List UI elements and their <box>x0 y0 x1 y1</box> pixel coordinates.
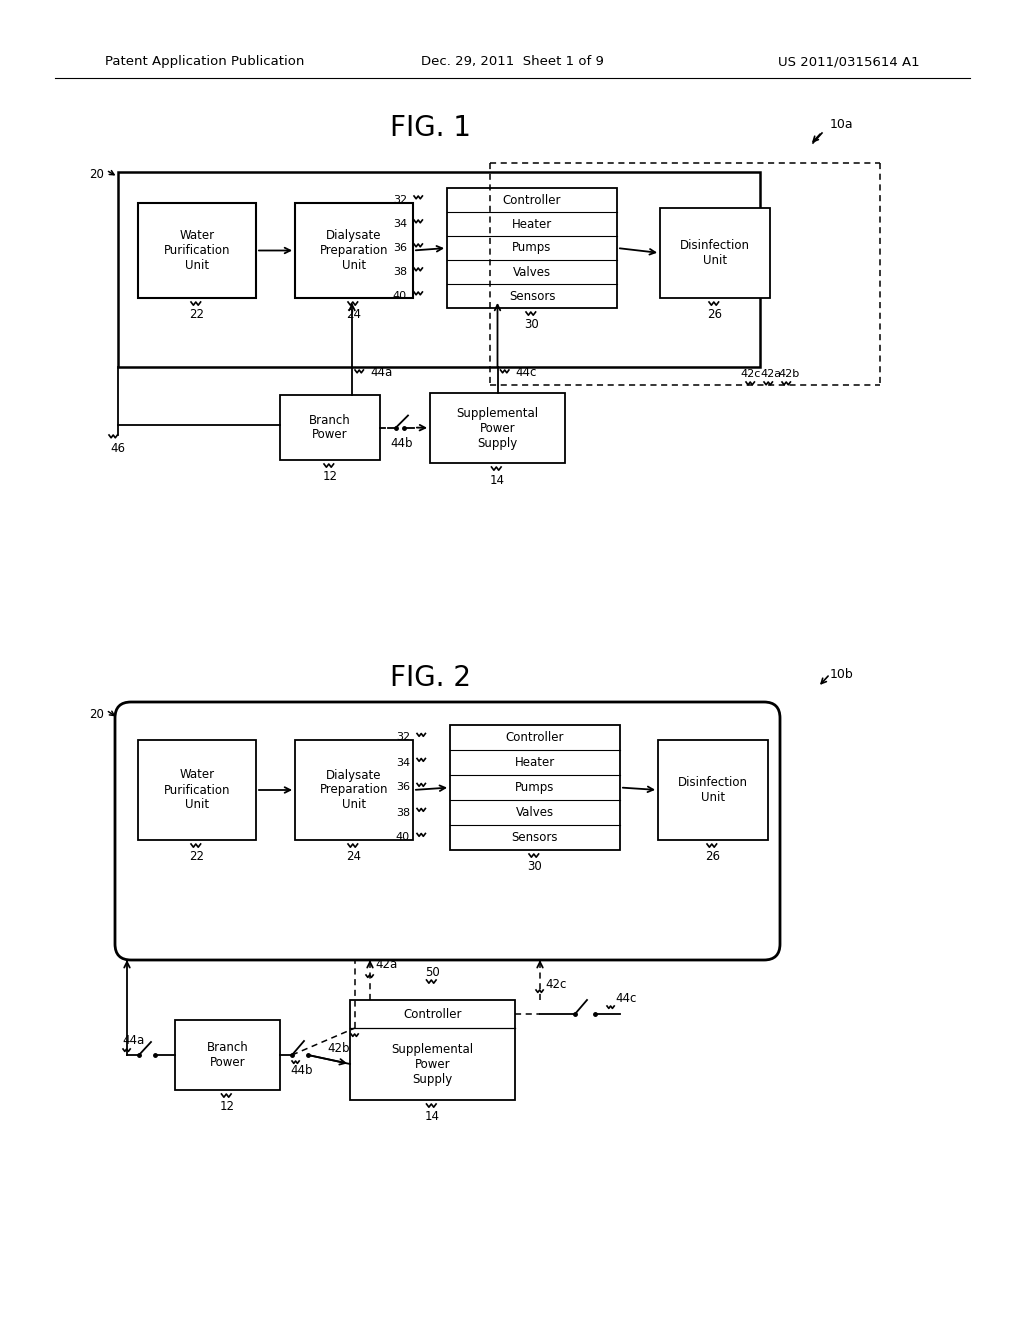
Text: 38: 38 <box>393 267 407 277</box>
Text: Controller: Controller <box>506 731 564 744</box>
Text: 42a: 42a <box>760 370 781 379</box>
Text: 34: 34 <box>396 758 410 767</box>
Bar <box>118 172 760 367</box>
Text: 42c: 42c <box>545 978 566 991</box>
Text: Controller: Controller <box>403 1007 462 1020</box>
Text: 14: 14 <box>490 474 505 487</box>
Text: Heater: Heater <box>515 756 555 770</box>
Text: 24: 24 <box>346 309 361 322</box>
Text: Sensors: Sensors <box>509 289 555 302</box>
Text: Water
Purification
Unit: Water Purification Unit <box>164 228 230 272</box>
Text: 40: 40 <box>396 833 410 842</box>
Text: 22: 22 <box>189 850 205 863</box>
Text: 50: 50 <box>425 965 440 978</box>
Bar <box>430 393 565 463</box>
Text: 42b: 42b <box>778 370 800 379</box>
Text: 36: 36 <box>393 243 407 253</box>
Bar <box>138 203 256 298</box>
Text: 42c: 42c <box>740 370 761 379</box>
Text: Supplemental
Power
Supply: Supplemental Power Supply <box>391 1043 473 1085</box>
Text: Dialysate
Preparation
Unit: Dialysate Preparation Unit <box>319 768 388 812</box>
Bar <box>450 725 620 850</box>
Text: Branch
Power: Branch Power <box>309 413 351 441</box>
Text: Patent Application Publication: Patent Application Publication <box>105 55 304 69</box>
Bar <box>295 203 413 298</box>
Text: Pumps: Pumps <box>512 242 552 255</box>
Text: 44c: 44c <box>515 366 537 379</box>
Text: 44a: 44a <box>122 1034 144 1047</box>
Text: 44b: 44b <box>391 437 414 450</box>
Text: 44b: 44b <box>291 1064 313 1077</box>
Text: Disinfection
Unit: Disinfection Unit <box>678 776 748 804</box>
Bar <box>138 741 256 840</box>
Text: 40: 40 <box>393 290 407 301</box>
FancyBboxPatch shape <box>115 702 780 960</box>
Bar <box>658 741 768 840</box>
Text: 46: 46 <box>111 441 126 454</box>
Text: 32: 32 <box>393 195 407 205</box>
Text: Pumps: Pumps <box>515 781 555 795</box>
Text: Branch
Power: Branch Power <box>207 1041 249 1069</box>
Text: 42a: 42a <box>375 958 397 972</box>
Text: 26: 26 <box>708 309 723 322</box>
Text: Sensors: Sensors <box>512 832 558 843</box>
Bar <box>350 1001 515 1100</box>
Text: Valves: Valves <box>513 265 551 279</box>
Text: Water
Purification
Unit: Water Purification Unit <box>164 768 230 812</box>
Text: Supplemental
Power
Supply: Supplemental Power Supply <box>457 407 539 450</box>
Text: 10b: 10b <box>830 668 854 681</box>
Text: 12: 12 <box>220 1101 234 1114</box>
Text: Dec. 29, 2011  Sheet 1 of 9: Dec. 29, 2011 Sheet 1 of 9 <box>421 55 603 69</box>
Text: 24: 24 <box>346 850 361 863</box>
Text: 20: 20 <box>89 709 104 722</box>
Bar <box>280 395 380 459</box>
Text: 14: 14 <box>425 1110 440 1123</box>
Bar <box>175 1020 280 1090</box>
Bar <box>295 741 413 840</box>
Text: 42b: 42b <box>328 1041 350 1055</box>
Text: Controller: Controller <box>503 194 561 206</box>
Bar <box>447 187 617 308</box>
Text: Valves: Valves <box>516 807 554 818</box>
Text: 12: 12 <box>323 470 338 483</box>
Text: FIG. 2: FIG. 2 <box>389 664 470 692</box>
Text: 30: 30 <box>524 318 540 331</box>
Text: 30: 30 <box>527 861 543 874</box>
Text: 32: 32 <box>396 733 410 742</box>
Text: 36: 36 <box>396 783 410 792</box>
Bar <box>660 209 770 298</box>
Text: 44a: 44a <box>370 366 392 379</box>
Text: 10a: 10a <box>830 119 854 132</box>
Text: Dialysate
Preparation
Unit: Dialysate Preparation Unit <box>319 228 388 272</box>
Text: 44c: 44c <box>615 993 636 1006</box>
Text: 20: 20 <box>89 169 104 181</box>
Text: US 2011/0315614 A1: US 2011/0315614 A1 <box>778 55 920 69</box>
Text: Disinfection
Unit: Disinfection Unit <box>680 239 750 267</box>
Text: 34: 34 <box>393 219 407 228</box>
Text: 38: 38 <box>396 808 410 817</box>
Text: FIG. 1: FIG. 1 <box>389 114 470 143</box>
Text: 26: 26 <box>706 850 721 863</box>
Text: Heater: Heater <box>512 218 552 231</box>
Text: 22: 22 <box>189 309 205 322</box>
